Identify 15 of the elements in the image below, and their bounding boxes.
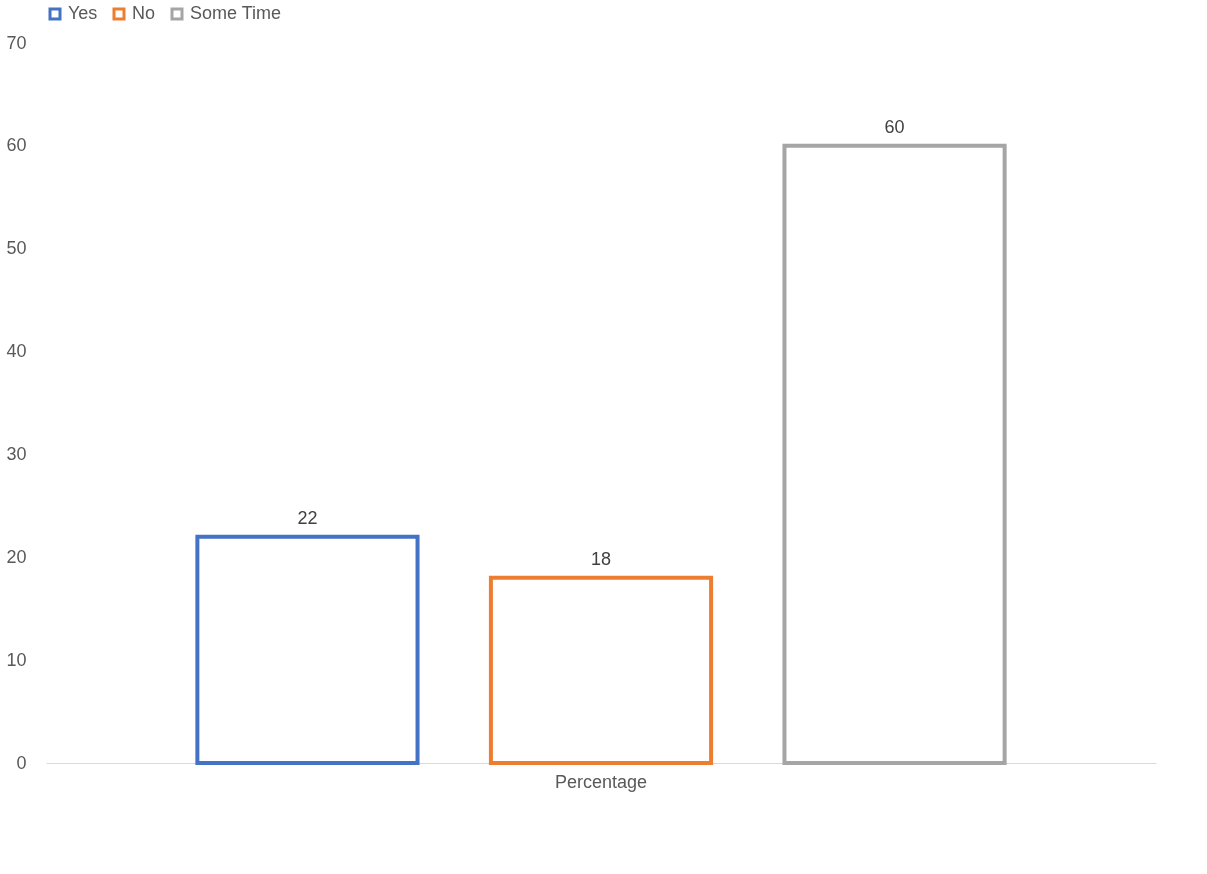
x-tick-label: Percentage: [554, 771, 648, 792]
data-label: 22: [297, 507, 318, 528]
y-tick-label: 20: [6, 546, 27, 567]
y-tick-label: 40: [6, 341, 27, 362]
y-tick-label: 50: [6, 238, 27, 259]
legend-label: Some Time: [190, 3, 282, 23]
y-tick-label: 60: [6, 135, 27, 156]
y-tick-label: 10: [6, 649, 27, 670]
y-tick-label: 70: [6, 32, 27, 53]
data-label: 18: [590, 548, 612, 569]
legend-label: No: [132, 3, 156, 23]
legend-label: Yes: [68, 3, 98, 23]
data-label: 60: [884, 116, 905, 137]
y-tick-label: 30: [6, 443, 27, 464]
y-tick-label: 0: [16, 752, 27, 773]
